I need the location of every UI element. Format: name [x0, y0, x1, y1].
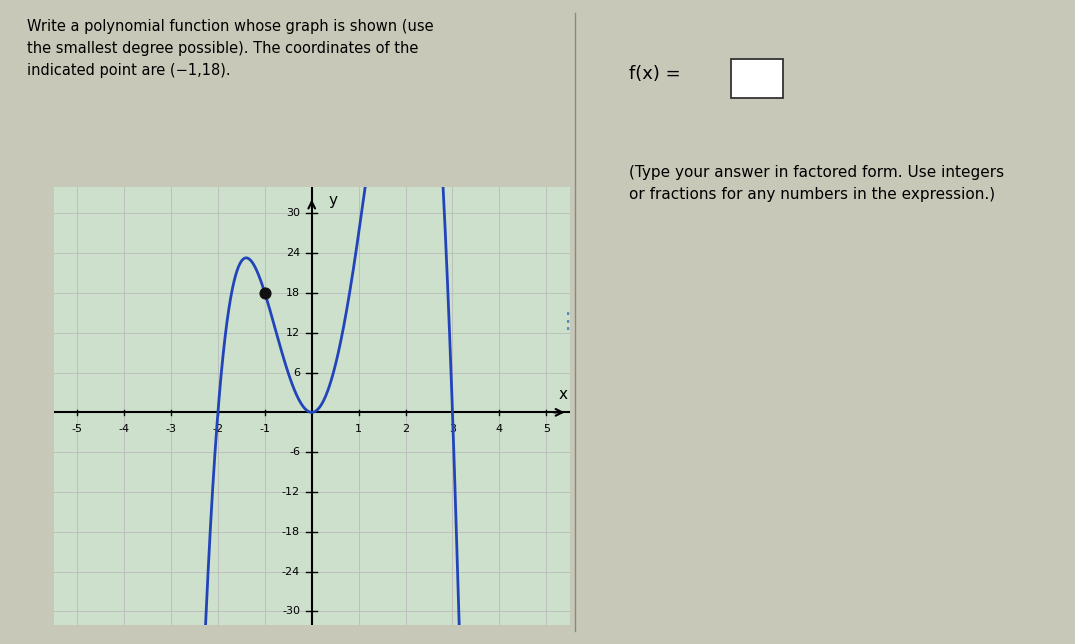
Text: ⋮: ⋮ [557, 312, 578, 332]
Text: -2: -2 [213, 424, 224, 434]
Text: x: x [558, 388, 568, 402]
Text: 2: 2 [402, 424, 410, 434]
Text: 6: 6 [293, 368, 300, 377]
Text: 12: 12 [286, 328, 300, 337]
Text: -18: -18 [282, 527, 300, 537]
Text: 5: 5 [543, 424, 549, 434]
Text: 1: 1 [355, 424, 362, 434]
Text: -30: -30 [282, 607, 300, 616]
Text: -6: -6 [289, 447, 300, 457]
Text: -24: -24 [282, 567, 300, 576]
Text: -3: -3 [166, 424, 176, 434]
Text: f(x) =: f(x) = [629, 65, 680, 83]
Text: -1: -1 [259, 424, 270, 434]
Text: 30: 30 [286, 208, 300, 218]
Point [256, 288, 273, 298]
Text: 4: 4 [496, 424, 503, 434]
Text: 3: 3 [449, 424, 456, 434]
Text: 24: 24 [286, 248, 300, 258]
Text: (Type your answer in factored form. Use integers
or fractions for any numbers in: (Type your answer in factored form. Use … [629, 165, 1004, 202]
Text: Write a polynomial function whose graph is shown (use
the smallest degree possib: Write a polynomial function whose graph … [27, 19, 433, 77]
FancyBboxPatch shape [731, 59, 783, 98]
Text: 18: 18 [286, 288, 300, 298]
Text: -5: -5 [72, 424, 83, 434]
Text: y: y [328, 193, 338, 207]
Text: -4: -4 [118, 424, 130, 434]
Text: -12: -12 [282, 487, 300, 497]
